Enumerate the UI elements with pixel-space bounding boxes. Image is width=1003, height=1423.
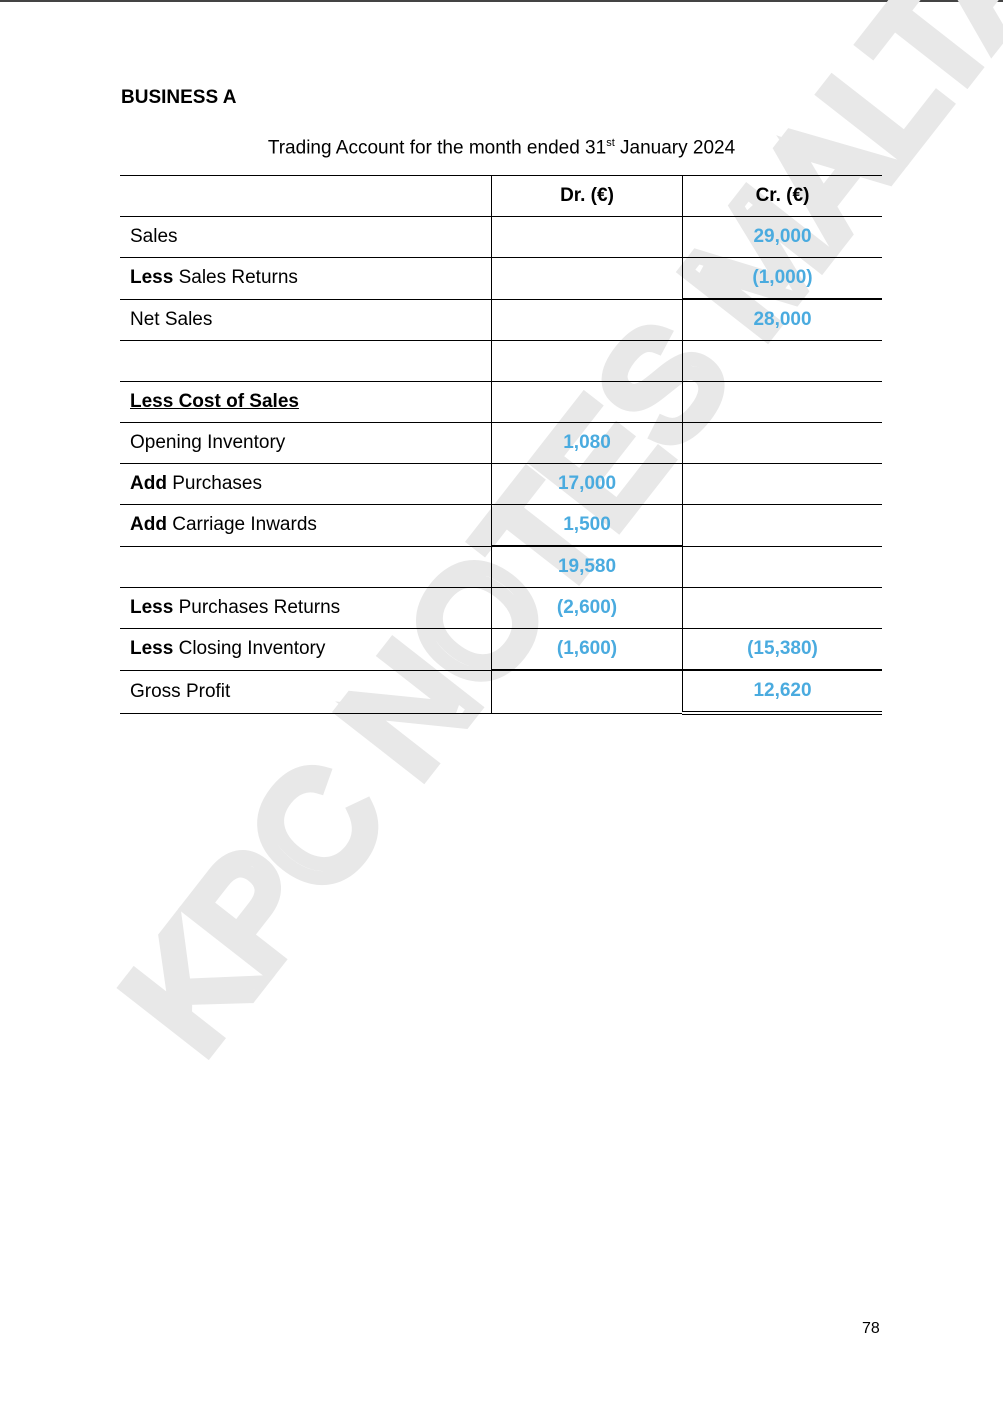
dr-value: (1,600): [491, 628, 683, 671]
dr-value: [491, 298, 683, 341]
dr-value: [491, 669, 683, 714]
row-label: Opening Inventory: [120, 422, 492, 464]
table-row: Gross Profit 12,620: [120, 669, 882, 715]
row-label: Less Closing Inventory: [120, 628, 492, 671]
dr-value: 19,580: [491, 545, 683, 588]
table-row: Add Purchases 17,000: [120, 463, 882, 505]
dr-value: (2,600): [491, 587, 683, 629]
row-label: [120, 545, 492, 588]
row-label: Add Carriage Inwards: [120, 504, 492, 547]
table-row: Net Sales 28,000: [120, 298, 882, 341]
row-label: [120, 340, 492, 382]
table-row: Less Purchases Returns (2,600): [120, 587, 882, 629]
table-row: Less Closing Inventory (1,600) (15,380): [120, 628, 882, 671]
table-row: Add Carriage Inwards 1,500: [120, 504, 882, 547]
cr-value: 28,000: [682, 298, 882, 341]
cr-value: [682, 587, 882, 629]
page-top-border: [0, 0, 1003, 2]
dr-value: [491, 216, 683, 258]
cr-value: [682, 504, 882, 547]
dr-value: 1,500: [491, 504, 683, 547]
row-label: Less Purchases Returns: [120, 587, 492, 629]
account-title: Trading Account for the month ended 31st…: [267, 137, 736, 159]
table-row: Less Sales Returns (1,000): [120, 257, 882, 300]
cr-header: Cr. (€): [682, 175, 882, 217]
row-label: Gross Profit: [120, 669, 492, 714]
cr-value: (1,000): [682, 257, 882, 300]
cr-value: 29,000: [682, 216, 882, 258]
row-label: Add Purchases: [120, 463, 492, 505]
cr-value: [682, 422, 882, 464]
trading-account-table: Dr. (€) Cr. (€) Sales 29,000 Less Sales Re…: [120, 175, 882, 715]
page-number: 78: [862, 1320, 880, 1337]
cr-value: [682, 463, 882, 505]
table-row: Less Cost of Sales: [120, 381, 882, 423]
dr-value: 17,000: [491, 463, 683, 505]
dr-value: [491, 381, 683, 423]
cr-value: 12,620: [682, 669, 882, 715]
dr-value: 1,080: [491, 422, 683, 464]
cr-value: [682, 545, 882, 588]
table-row: Sales 29,000: [120, 216, 882, 258]
row-label: Less Sales Returns: [120, 257, 492, 300]
cr-value: [682, 381, 882, 423]
table-row: Opening Inventory 1,080: [120, 422, 882, 464]
table-row: 19,580: [120, 545, 882, 588]
business-heading: BUSINESS A: [121, 87, 237, 108]
row-label: Less Cost of Sales: [120, 381, 492, 423]
table-row: [120, 340, 882, 382]
cr-value: [682, 340, 882, 382]
row-label: Sales: [120, 216, 492, 258]
dr-value: [491, 257, 683, 300]
cr-value: (15,380): [682, 628, 882, 671]
dr-value: [491, 340, 683, 382]
row-label: Net Sales: [120, 298, 492, 341]
dr-header: Dr. (€): [491, 175, 683, 217]
table-header: Dr. (€) Cr. (€): [120, 175, 882, 217]
